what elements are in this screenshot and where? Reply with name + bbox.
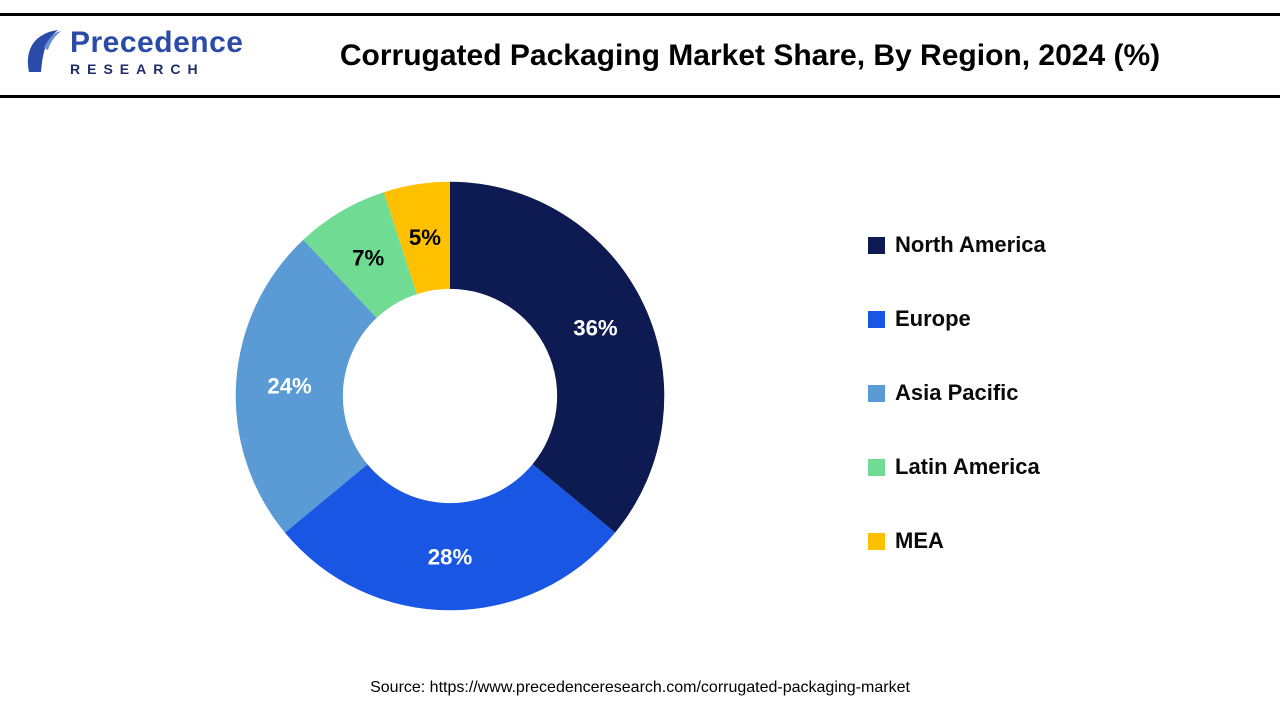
legend-swatch-latin-america [868, 458, 885, 476]
logo-text: Precedence RESEARCH [70, 26, 244, 77]
precedence-research-logo-icon [27, 30, 61, 72]
legend-item-latin-america: Latin America [868, 454, 1046, 479]
chart-legend: North America Europe Asia Pacific Latin Ame… [868, 232, 1046, 553]
chart-title: Corrugated Packaging Market Share, By Re… [339, 38, 1161, 72]
legend-label: North America [895, 232, 1046, 257]
slice-value-label-asia-pacific: 24% [267, 374, 312, 399]
legend-item-mea: MEA [868, 528, 1046, 553]
legend-label: Latin America [895, 454, 1040, 479]
slice-value-label-mea: 5% [409, 225, 441, 250]
header: Precedence RESEARCH Corrugated Packaging… [0, 13, 1280, 98]
logo: Precedence RESEARCH [22, 28, 243, 76]
slice-value-label-europe: 28% [428, 544, 473, 569]
legend-swatch-north-america [868, 236, 885, 254]
legend-swatch-asia-pacific [868, 384, 885, 402]
source-text: Source: https://www.precedenceresearch.c… [370, 679, 910, 696]
slice-value-label-north-america: 36% [573, 315, 618, 340]
legend-label: Europe [895, 306, 971, 331]
donut-chart-svg: 36% 28% 24% 7% 5% [235, 181, 665, 611]
donut-slice-asia-pacific [235, 239, 377, 533]
legend-swatch-europe [868, 310, 885, 328]
logo-wordmark: Precedence [70, 26, 244, 59]
donut-slice-europe [284, 464, 616, 611]
legend-item-europe: Europe [868, 306, 1046, 331]
legend-label: Asia Pacific [895, 380, 1019, 405]
donut-slice-latin-america [303, 192, 417, 318]
legend-label: MEA [895, 528, 944, 553]
legend-swatch-mea [868, 532, 885, 550]
legend-item-asia-pacific: Asia Pacific [868, 380, 1046, 405]
donut-slice-north-america [450, 181, 665, 533]
slice-value-label-latin-america: 7% [352, 245, 384, 270]
donut-chart: 36% 28% 24% 7% 5% [228, 174, 672, 618]
logo-subtitle: RESEARCH [70, 61, 205, 77]
donut-slice-mea [383, 181, 450, 295]
legend-item-north-america: North America [868, 232, 1046, 257]
